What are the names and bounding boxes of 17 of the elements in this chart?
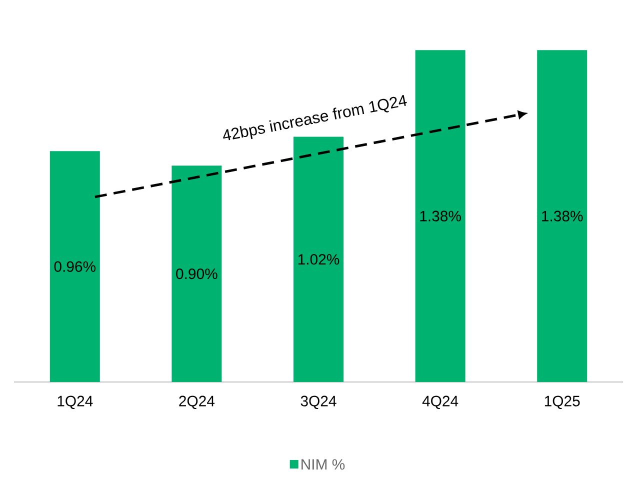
x-tick-label: 3Q24: [300, 396, 336, 410]
data-label: 1.02%: [298, 254, 340, 265]
data-label: 0.96%: [54, 261, 96, 272]
x-tick-label: 1Q25: [544, 396, 580, 410]
bar: [537, 50, 588, 382]
annotation: 42bps increase from 1Q24: [223, 94, 407, 140]
bar: [172, 166, 222, 382]
legend-label: NIM %: [302, 459, 345, 470]
data-label: 0.90%: [176, 268, 218, 280]
data-label: 1.38%: [420, 210, 461, 222]
x-tick-label: 4Q24: [422, 396, 458, 410]
x-tick-label: 1Q24: [58, 396, 93, 410]
data-label: 1.38%: [542, 210, 583, 222]
bar: [50, 151, 100, 382]
bar: [415, 50, 466, 382]
x-tick-label: 2Q24: [179, 396, 215, 410]
bar: [294, 136, 344, 382]
